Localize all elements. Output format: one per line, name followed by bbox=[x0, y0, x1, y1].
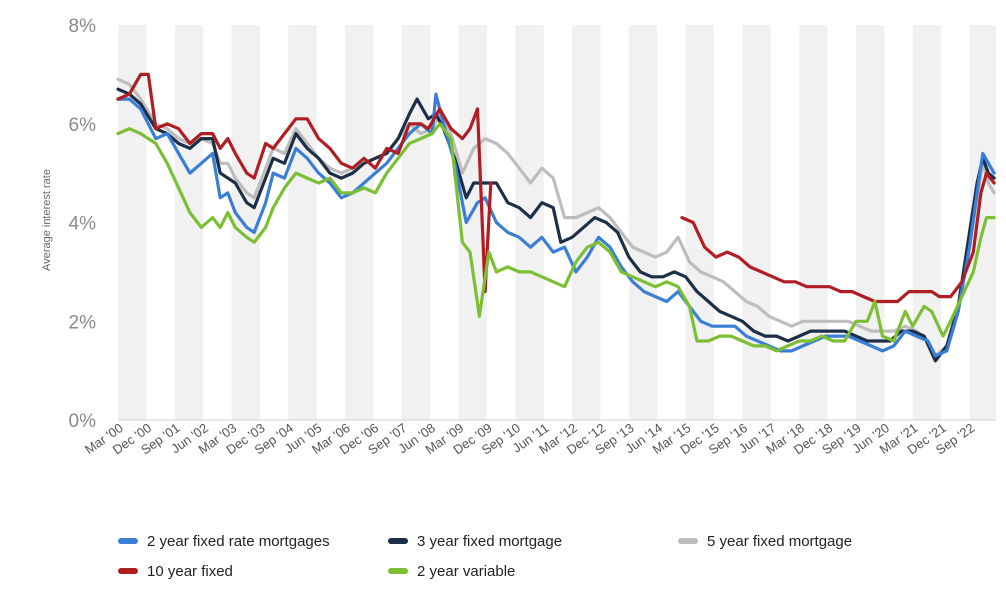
series-line bbox=[680, 171, 996, 304]
legend-item-5yr-fixed[interactable]: 5 year fixed mortgage bbox=[678, 533, 978, 550]
series-line bbox=[116, 92, 996, 358]
legend-swatch bbox=[118, 568, 138, 574]
grid-band bbox=[345, 25, 374, 420]
legend-label: 3 year fixed mortgage bbox=[417, 532, 563, 550]
y-tick-label: 2% bbox=[69, 312, 97, 333]
legend-row: 2 year fixed rate mortgages 3 year fixed… bbox=[118, 526, 998, 556]
grid-band bbox=[231, 25, 260, 420]
legend-label: 10 year fixed bbox=[147, 562, 233, 580]
grid-band bbox=[628, 25, 658, 420]
y-axis-title: Average interest rate bbox=[41, 169, 53, 271]
legend-row: 10 year fixed 2 year variable bbox=[118, 556, 998, 586]
legend-label: 2 year fixed rate mortgages bbox=[147, 532, 330, 550]
grid-band bbox=[855, 25, 885, 420]
grid-band bbox=[288, 25, 317, 420]
legend-item-2yr-fixed[interactable]: 2 year fixed rate mortgages bbox=[118, 533, 388, 550]
legend-item-10yr-fixed[interactable]: 10 year fixed bbox=[118, 563, 388, 580]
legend-swatch bbox=[118, 538, 138, 544]
y-tick-label: 8% bbox=[69, 16, 97, 37]
series-line bbox=[116, 77, 996, 358]
grid-band bbox=[515, 25, 544, 420]
legend-label: 5 year fixed mortgage bbox=[707, 532, 853, 550]
grid-band bbox=[118, 25, 147, 420]
y-axis-ticks: 0% 2% 4% 6% 8% bbox=[69, 16, 97, 432]
grid-band bbox=[799, 25, 828, 420]
series-line bbox=[116, 72, 493, 294]
series-line bbox=[116, 87, 996, 363]
y-tick-label: 6% bbox=[69, 115, 97, 136]
grid-band bbox=[572, 25, 601, 420]
grid-band bbox=[742, 25, 771, 420]
legend-item-3yr-fixed[interactable]: 3 year fixed mortgage bbox=[388, 533, 678, 550]
series-lines bbox=[116, 72, 996, 363]
y-tick-label: 4% bbox=[69, 214, 97, 235]
legend-item-2yr-variable[interactable]: 2 year variable bbox=[388, 563, 678, 580]
grid-bands bbox=[118, 25, 996, 420]
legend-swatch bbox=[388, 538, 408, 544]
grid-band bbox=[401, 25, 431, 420]
series-line bbox=[116, 122, 996, 353]
y-tick-label: 0% bbox=[69, 411, 97, 432]
legend-swatch bbox=[388, 568, 408, 574]
legend: 2 year fixed rate mortgages 3 year fixed… bbox=[118, 526, 998, 586]
legend-swatch bbox=[678, 538, 698, 544]
legend-label: 2 year variable bbox=[417, 562, 516, 580]
